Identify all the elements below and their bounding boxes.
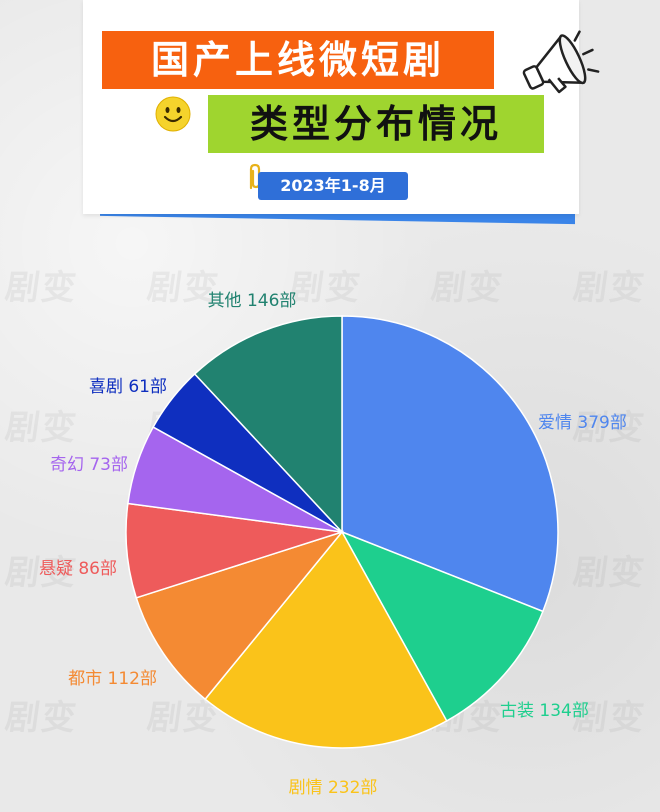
- pie-slice-古装: [340, 530, 544, 722]
- megaphone-icon: [516, 24, 600, 112]
- title-line-1: 国产上线微短剧: [102, 31, 494, 89]
- date-range-badge: 2023年1-8月: [258, 172, 408, 200]
- pie-slice-其他: [193, 315, 343, 534]
- smiley-face-icon: [155, 96, 191, 136]
- slice-label-都市: 都市 112部: [68, 669, 157, 689]
- slice-label-悬疑: 悬疑 86部: [39, 559, 117, 579]
- slice-label-喜剧: 喜剧 61部: [89, 377, 167, 397]
- slice-label-剧情: 剧情 232部: [289, 778, 378, 798]
- slice-label-爱情: 爱情 379部: [538, 413, 627, 433]
- pie-slices: [125, 315, 559, 749]
- pie-slice-都市: [135, 530, 345, 701]
- pie-slice-剧情: [204, 530, 448, 749]
- slice-label-奇幻: 奇幻 73部: [50, 455, 128, 475]
- pie-slice-爱情: [341, 315, 559, 613]
- title-line-2: 类型分布情况: [208, 95, 544, 153]
- slice-label-古装: 古装 134部: [500, 701, 589, 721]
- slice-label-其他: 其他 146部: [208, 291, 297, 311]
